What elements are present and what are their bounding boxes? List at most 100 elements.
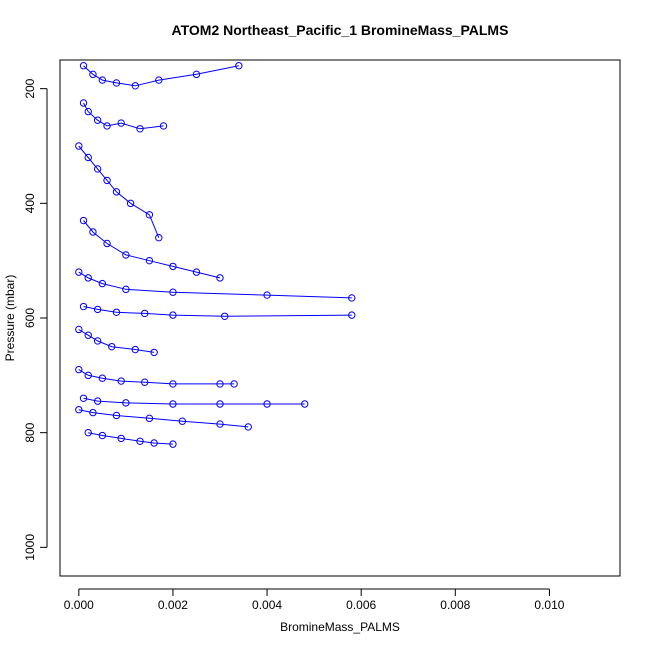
data-point xyxy=(93,337,102,345)
data-point xyxy=(169,262,177,271)
data-point xyxy=(216,420,224,428)
data-point xyxy=(122,285,130,294)
data-point xyxy=(89,228,97,236)
series-line-4 xyxy=(83,220,221,279)
data-point xyxy=(301,400,309,408)
data-point xyxy=(150,439,158,447)
data-point xyxy=(75,268,83,276)
data-point xyxy=(136,437,144,445)
data-point xyxy=(93,165,102,173)
data-point xyxy=(169,440,177,448)
y-tick-label: 800 xyxy=(23,422,37,442)
data-point xyxy=(192,268,201,276)
data-point xyxy=(98,374,107,382)
data-point xyxy=(112,79,121,87)
data-point xyxy=(159,122,168,130)
y-tick-label: 1000 xyxy=(23,534,37,561)
data-point xyxy=(112,188,121,196)
data-point xyxy=(93,305,102,314)
data-point xyxy=(141,378,149,386)
x-tick-label: 0.006 xyxy=(346,598,376,612)
x-tick-label: 0.010 xyxy=(534,598,564,612)
x-axis: 0.000 0.002 0.004 0.006 0.008 0.010 xyxy=(64,588,565,612)
data-point xyxy=(108,342,116,351)
data-point xyxy=(169,400,177,408)
data-point xyxy=(117,119,125,127)
data-point xyxy=(178,417,187,425)
data-point xyxy=(112,411,121,420)
data-point xyxy=(230,380,238,388)
data-point xyxy=(169,380,177,388)
data-point xyxy=(84,153,92,162)
y-tick-label: 600 xyxy=(23,308,37,328)
data-point xyxy=(145,414,154,423)
series-line-1 xyxy=(83,65,239,87)
data-point xyxy=(235,62,243,70)
data-point xyxy=(150,348,158,357)
x-tick-label: 0.004 xyxy=(252,598,282,612)
data-point xyxy=(244,423,252,431)
series-layer xyxy=(75,62,356,448)
data-point xyxy=(89,408,97,417)
plot-frame xyxy=(59,59,621,577)
data-point xyxy=(98,76,107,84)
data-point xyxy=(122,251,130,259)
data-point xyxy=(141,309,149,318)
data-point xyxy=(145,256,154,265)
series-line-6 xyxy=(83,306,352,317)
y-axis: 200 400 600 800 1000 xyxy=(23,78,48,561)
x-tick-label: 0.002 xyxy=(158,598,188,612)
data-point xyxy=(112,308,121,316)
data-point xyxy=(117,434,125,443)
data-point xyxy=(263,400,271,408)
data-point xyxy=(131,82,139,90)
x-tick-label: 0.008 xyxy=(440,598,470,612)
data-point xyxy=(136,125,144,133)
data-point xyxy=(145,211,154,219)
data-point xyxy=(75,365,83,374)
data-point xyxy=(263,291,271,299)
data-point xyxy=(131,345,139,354)
data-point xyxy=(89,70,97,79)
series-line-2 xyxy=(83,102,164,130)
data-point xyxy=(169,311,177,319)
data-point xyxy=(216,274,224,282)
x-axis-label: BromineMass_PALMS xyxy=(280,620,400,634)
series-line-9 xyxy=(83,397,305,405)
y-axis-label: Pressure (mbar) xyxy=(3,275,17,362)
data-point xyxy=(122,399,130,407)
data-point xyxy=(103,122,111,130)
data-point xyxy=(117,377,125,385)
data-point xyxy=(84,331,92,339)
data-point xyxy=(79,216,88,225)
data-point xyxy=(155,76,163,84)
chart-title: ATOM2 Northeast_Pacific_1 BromineMass_PA… xyxy=(172,22,509,38)
x-tick-label: 0.000 xyxy=(64,598,94,612)
data-point xyxy=(216,400,224,408)
data-point xyxy=(84,428,92,437)
data-point xyxy=(75,406,83,414)
data-point xyxy=(93,116,102,124)
data-point xyxy=(221,312,229,320)
y-tick-label: 200 xyxy=(23,78,37,98)
data-point xyxy=(192,70,201,79)
data-point xyxy=(348,294,356,302)
data-point xyxy=(75,325,83,334)
data-point xyxy=(155,234,163,242)
series-line-10 xyxy=(78,409,249,428)
data-point xyxy=(79,302,88,311)
series-line-5 xyxy=(78,271,352,299)
data-point xyxy=(79,99,88,107)
data-point xyxy=(126,199,135,208)
data-point xyxy=(103,176,111,185)
data-point xyxy=(79,394,88,402)
data-point xyxy=(93,397,102,405)
data-point xyxy=(103,239,111,248)
data-point xyxy=(169,288,177,296)
data-point xyxy=(98,279,107,288)
data-point xyxy=(79,62,88,70)
data-point xyxy=(84,274,92,282)
y-tick-label: 400 xyxy=(23,193,37,213)
data-point xyxy=(98,431,107,440)
